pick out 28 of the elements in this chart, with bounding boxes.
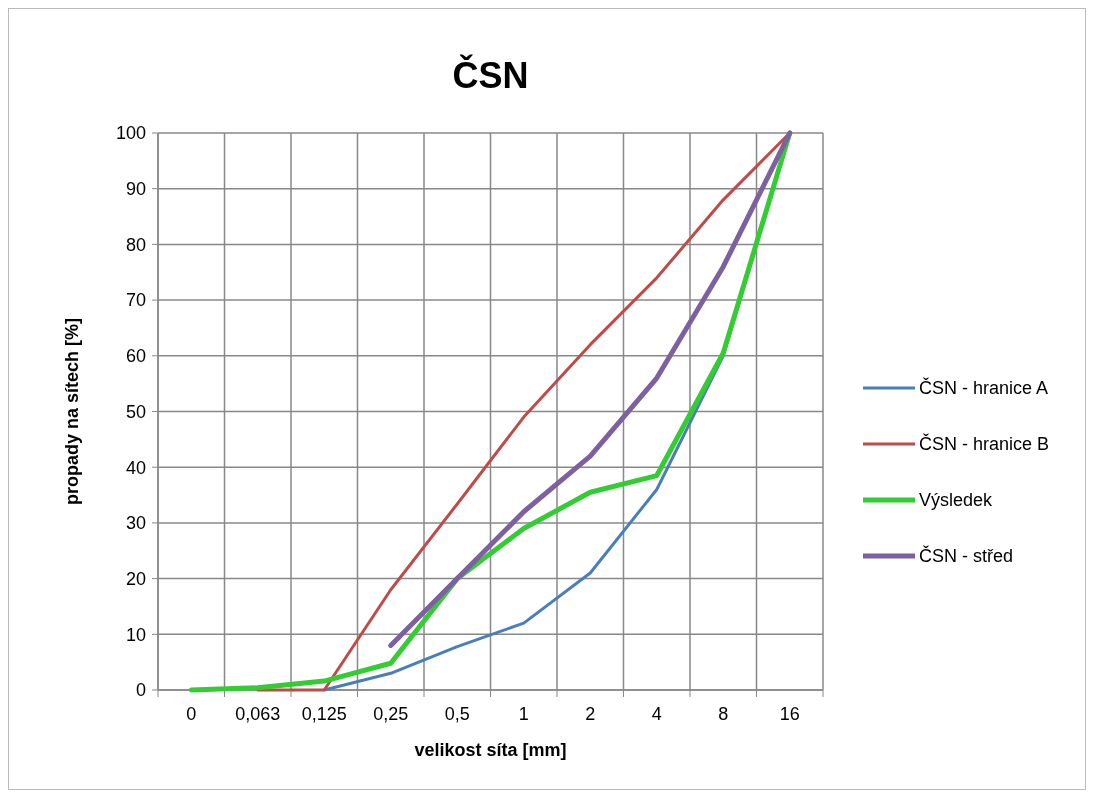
legend-label: ČSN - hranice B <box>919 433 1050 455</box>
x-tick-label: 8 <box>718 704 729 724</box>
y-tick-label: 0 <box>135 680 146 701</box>
y-tick-label: 20 <box>125 568 146 589</box>
y-tick-label: 10 <box>125 624 146 645</box>
legend-label: ČSN - hranice A <box>919 377 1049 399</box>
x-tick-label: 0,125 <box>301 704 347 724</box>
x-tick-label: 0,25 <box>373 704 409 724</box>
x-axis-title: velikost síta [mm] <box>414 740 567 760</box>
legend-label: Výsledek <box>919 490 994 511</box>
x-tick-label: 4 <box>651 704 662 724</box>
x-tick-label: 16 <box>779 704 800 724</box>
y-tick-label: 50 <box>125 401 146 422</box>
chart-title: ČSN <box>452 54 529 96</box>
x-tick-label: 2 <box>585 704 596 724</box>
legend-label: ČSN - střed <box>919 545 1014 567</box>
y-tick-label: 100 <box>115 123 146 144</box>
x-tick-label: 0 <box>186 704 197 724</box>
x-tick-label: 0,5 <box>444 704 470 724</box>
y-tick-label: 30 <box>125 513 146 534</box>
y-tick-label: 70 <box>125 290 146 311</box>
x-tick-label: 0,063 <box>235 704 281 724</box>
y-tick-label: 90 <box>125 179 146 199</box>
y-axis-title: propady na sítech [%] <box>62 317 82 506</box>
y-tick-label: 40 <box>125 457 146 478</box>
x-tick-label: 1 <box>518 704 529 724</box>
y-tick-label: 60 <box>125 346 146 367</box>
y-tick-label: 80 <box>125 234 146 255</box>
